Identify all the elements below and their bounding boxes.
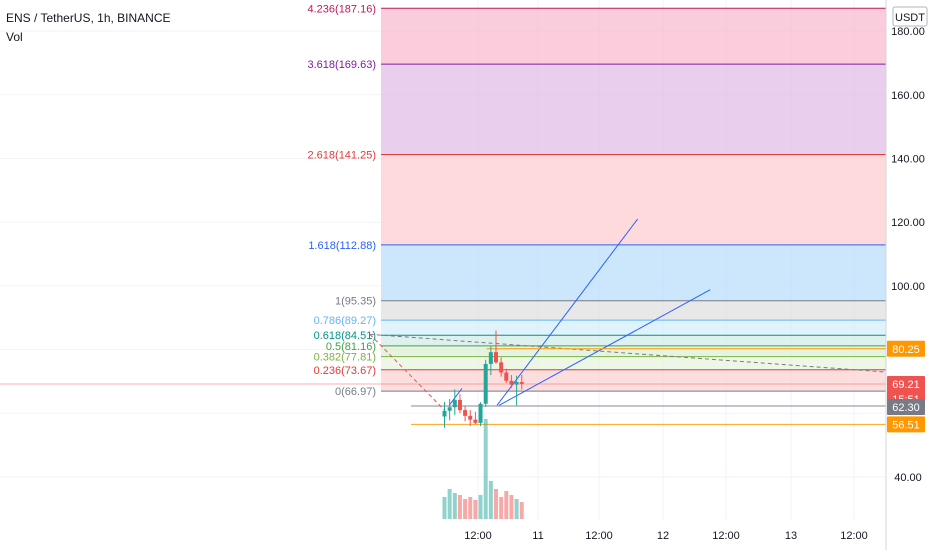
- volume-bar: [447, 489, 452, 519]
- currency-badge-box[interactable]: [892, 6, 928, 27]
- fib-zone: [381, 335, 886, 346]
- candle-body: [478, 403, 483, 423]
- candle-body: [473, 419, 478, 423]
- candle-body: [514, 382, 519, 385]
- candle-body: [457, 399, 462, 411]
- price-tick-label: 40.00: [894, 472, 922, 484]
- volume-bar: [452, 493, 457, 519]
- price-axis-panel[interactable]: [886, 0, 932, 550]
- trendline: [498, 289, 711, 406]
- fib-level-label: 2.618(141.25): [308, 150, 377, 162]
- volume-bar: [468, 497, 473, 519]
- fib-level-label: 1(95.35): [335, 296, 376, 308]
- fib-zone: [381, 64, 886, 155]
- candle-body: [499, 362, 504, 373]
- fib-zone: [381, 345, 886, 357]
- fib-level-label: 1.618(112.88): [308, 240, 376, 252]
- volume-bar: [473, 500, 478, 519]
- fib-level-label: 0.382(77.81): [314, 352, 376, 364]
- fib-zone: [381, 300, 886, 321]
- price-badge: [887, 398, 925, 415]
- price-badge: [887, 340, 925, 357]
- price-badge-label: 80.25: [892, 344, 920, 356]
- fibonacci-labels: 4.236(187.16) 3.618(169.63) 2.618(141.25) 1…: [308, 3, 377, 398]
- time-axis-ticks[interactable]: 12:00 11 12:00 12 12:00 13 12:00: [464, 530, 868, 542]
- candle-body: [509, 380, 514, 385]
- fib-zone: [381, 244, 886, 301]
- fib-level-label: 0.786(89.27): [314, 315, 376, 327]
- price-tick-label: 140.00: [891, 154, 925, 166]
- fib-level-label: 0.5(81.16): [326, 341, 376, 353]
- fib-zone: [381, 154, 886, 245]
- price-badge-label: 69.21: [892, 379, 920, 391]
- volume-bar: [494, 489, 498, 519]
- price-badge-label: 62.30: [892, 402, 920, 414]
- time-tick-label: 13: [785, 530, 797, 542]
- fib-zone: [381, 8, 886, 65]
- fib-zone: [381, 320, 886, 336]
- time-tick-label: 12:00: [840, 530, 868, 542]
- price-badge-label: 56.51: [892, 419, 920, 431]
- fibonacci-lines: [381, 7, 886, 392]
- candle-body: [447, 407, 452, 411]
- candle-body: [452, 399, 457, 408]
- candle-body: [468, 415, 473, 420]
- horizontal-lines: [0, 383, 886, 425]
- candle-body: [463, 410, 468, 416]
- currency-badge: USDT: [895, 12, 925, 24]
- price-tick-label: 180.00: [891, 26, 925, 38]
- volume-bar: [509, 495, 514, 519]
- volume-bar: [457, 495, 462, 519]
- trendline: [369, 333, 445, 411]
- fibonacci-zones: [381, 8, 886, 392]
- price-tick-label: 160.00: [891, 90, 925, 102]
- fib-zone: [381, 369, 886, 392]
- volume-indicator-label[interactable]: Vol: [6, 30, 23, 44]
- trendline: [448, 388, 463, 406]
- volume-bar: [463, 499, 468, 519]
- time-tick-label: 12:00: [464, 530, 492, 542]
- fib-level-label: 0.618(84.51): [314, 330, 376, 342]
- time-tick-label: 11: [532, 530, 543, 542]
- trendlines[interactable]: [369, 218, 932, 411]
- price-badge: [887, 416, 925, 433]
- volume-bar: [499, 497, 504, 519]
- volume-bar: [488, 481, 493, 519]
- time-tick-label: 12:00: [712, 530, 740, 542]
- volume-bar: [519, 502, 524, 519]
- volume-bar: [514, 499, 519, 519]
- volume-bars: [442, 419, 524, 519]
- price-tick-label: 120.00: [891, 217, 925, 229]
- volume-bar: [478, 495, 483, 519]
- candle-body: [442, 410, 447, 417]
- time-tick-label: 12:00: [585, 530, 613, 542]
- fib-level-label: 3.618(169.63): [308, 59, 377, 71]
- candle-body: [494, 352, 498, 363]
- fib-level-label: 0(66.97): [335, 386, 376, 398]
- candlesticks: [442, 330, 524, 428]
- candle-body: [504, 372, 509, 381]
- trendline: [496, 218, 639, 406]
- price-tick-label: 100.00: [891, 281, 925, 293]
- fib-level-label: 0.236(73.67): [314, 365, 376, 377]
- fib-level-label: 4.236(187.16): [308, 3, 377, 15]
- symbol-title[interactable]: ENS / TetherUS, 1h, BINANCE: [6, 11, 171, 25]
- volume-bar: [504, 491, 509, 519]
- volume-bar: [442, 497, 447, 519]
- price-axis-ticks: 40.00 100.00 120.00 140.00 160.00 180.00: [891, 26, 925, 484]
- candle-body: [519, 382, 524, 384]
- fib-zone: [381, 356, 886, 370]
- candle-body: [488, 352, 493, 364]
- volume-bar: [483, 419, 488, 519]
- time-tick-label: 12: [657, 530, 669, 542]
- price-badge: [887, 375, 925, 392]
- trendline: [369, 333, 932, 376]
- candle-body: [483, 363, 488, 404]
